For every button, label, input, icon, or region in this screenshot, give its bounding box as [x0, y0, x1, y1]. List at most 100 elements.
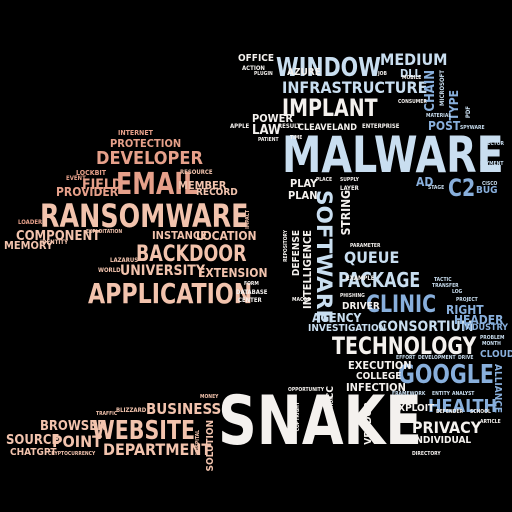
word-package: PACKAGE — [338, 268, 421, 292]
word-header: HEADER — [454, 313, 504, 327]
word-internet: INTERNET — [118, 129, 153, 137]
word-tactic: TACTIC — [434, 277, 452, 283]
word-example: EXAMPLE — [346, 275, 375, 282]
word-location: LOCATION — [196, 229, 257, 243]
word-business: BUSINESS — [146, 400, 222, 418]
word-institution: INSTITUTION — [329, 396, 335, 429]
word-power: POWER — [252, 112, 293, 125]
word-enterprise: ENTERPRISE — [362, 123, 400, 130]
word-investigation: INVESTIGATION — [308, 323, 387, 334]
word-problem: PROBLEM — [480, 335, 505, 341]
word-time: TIME — [290, 135, 303, 141]
word-industry: INDUSTRY — [462, 323, 509, 333]
word-agency: AGENCY — [312, 311, 362, 325]
word-development: DEVELOPMENT — [418, 355, 456, 361]
word-university: UNIVERSITY — [120, 263, 205, 279]
word-effort: EFFORT — [396, 355, 416, 361]
word-backdoor: BACKDOOR — [136, 242, 247, 267]
word-job: JOB — [378, 71, 387, 77]
word-center: CENTER — [238, 297, 262, 304]
word-ransomware: RANSOMWARE — [40, 197, 249, 235]
word-form: FORM — [244, 281, 259, 287]
word-consortium: CONSORTIUM — [378, 319, 474, 335]
word-blizzard: BLIZZARD — [116, 407, 147, 414]
word-mobile: MOBILE — [402, 75, 422, 81]
word-defender: DEFENDER — [436, 409, 463, 415]
word-cleaveland: CLEAVELAND — [298, 123, 358, 133]
word-database: DATABASE — [236, 289, 268, 296]
word-macos: MACOS — [292, 297, 311, 303]
word-spyware: SPYWARE — [460, 125, 485, 131]
word-record: RECORD — [196, 187, 238, 198]
word-cisco: CISCO — [482, 181, 498, 187]
word-snake: SNAKE — [218, 382, 423, 461]
word-impact: IMPACT — [245, 210, 251, 229]
word-transfer: TRANSFER — [432, 283, 459, 289]
word-protection: PROTECTION — [110, 137, 182, 150]
word-queue: QUEUE — [344, 248, 400, 267]
word-consumer: CONSUMER — [398, 99, 427, 105]
word-traffic: TRAFFIC — [96, 411, 118, 417]
word-payment: PAYMENT — [480, 161, 504, 167]
word-website: WEBSITE — [92, 416, 196, 446]
word-clinic: CLINIC — [366, 290, 437, 318]
word-software: SOFTWARE — [311, 190, 337, 325]
word-developer: DEVELOPER — [96, 148, 203, 169]
word-memory: MEMORY — [4, 239, 54, 252]
word-azure: AZURE — [287, 67, 321, 78]
word-string: STRING — [339, 190, 353, 236]
word-window: WINDOW — [276, 53, 381, 83]
word-lazarus: LAZARUS — [110, 257, 139, 264]
word-technology: TECHNOLOGY — [332, 332, 477, 360]
word-source: SOURCE — [6, 433, 60, 448]
word-material: MATERIAL — [426, 113, 452, 119]
word-health: HEALTH — [428, 396, 498, 417]
word-component: COMPONENT — [16, 229, 101, 244]
word-college: COLLEGE — [356, 371, 402, 382]
word-application: APPLICATION — [88, 277, 253, 310]
word-c2: C2 — [448, 174, 476, 202]
word-post: POST — [428, 119, 461, 133]
word-identity: IDENTITY — [40, 239, 68, 246]
word-opportunity: OPPORTUNITY — [288, 387, 324, 393]
word-microsoft: MICROSOFT — [439, 70, 446, 106]
word-dll: DLL — [400, 67, 421, 80]
word-event: EVENT — [66, 175, 86, 182]
word-plan: PLAN — [288, 189, 318, 202]
word-hospital: HOSPITAL — [195, 430, 201, 455]
word-resource: RESOURCE — [180, 169, 213, 176]
word-exploitation: EXPLOITATION — [86, 229, 123, 235]
word-action: ACTION — [242, 65, 265, 72]
word-infrastructure: INFRASTRUCTURE — [282, 78, 428, 97]
word-cloud: CLOUD — [480, 349, 512, 360]
word-phishing: PHISHING — [340, 293, 365, 299]
word-patient: PATIENT — [258, 137, 279, 143]
word-member: MEMBER — [178, 179, 227, 192]
word-lockbit: LOCKBIT — [76, 169, 107, 177]
word-pdf: PDF — [465, 106, 472, 119]
word-log: LOG — [452, 289, 463, 295]
word-plugin: PLUGIN — [254, 71, 273, 77]
word-entity: ENTITY — [432, 391, 450, 397]
word-field: FIELD — [82, 177, 123, 193]
word-parameter: PARAMETER — [350, 243, 381, 249]
word-loader: LOADER — [18, 219, 43, 226]
word-analyst: ANALYST — [452, 391, 475, 397]
word-apple: APPLE — [230, 123, 250, 130]
word-repository: REPOSITORY — [283, 230, 289, 262]
word-stage: STAGE — [428, 185, 445, 191]
word-email: EMAIL — [116, 167, 199, 202]
word-solution: SOLUTION — [205, 420, 216, 472]
word-google: GOOGLE — [398, 360, 494, 390]
word-office: OFFICE — [238, 53, 275, 64]
word-extension: EXTENSION — [198, 266, 268, 280]
word-chatgpt: CHATGPT — [10, 447, 57, 458]
word-infection: INFECTION — [346, 381, 406, 394]
word-directory: DIRECTORY — [412, 451, 441, 457]
word-malware: MALWARE — [282, 126, 504, 184]
word-sector: SECTOR — [484, 141, 504, 147]
word-ad: AD — [416, 175, 434, 189]
word-drive: DRIVE — [458, 355, 474, 361]
word-supply: SUPPLY — [340, 177, 359, 183]
